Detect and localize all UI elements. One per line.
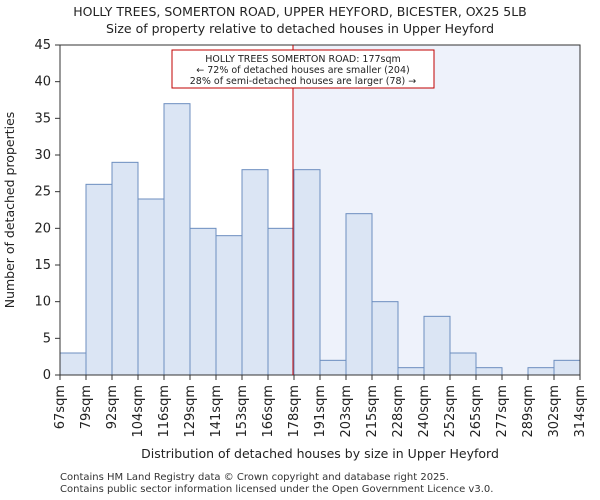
annotation-line-2: ← 72% of detached houses are smaller (20… — [196, 65, 409, 76]
x-tick-label-203sqm: 203sqm — [339, 385, 354, 438]
annotation-box — [171, 49, 435, 89]
y-tick-label-0: 0 — [43, 368, 51, 383]
x-tick-label-129sqm: 129sqm — [183, 385, 198, 438]
bar-252sqm — [449, 352, 477, 376]
x-tick-label-289sqm: 289sqm — [521, 385, 536, 438]
y-tick-label-40: 40 — [34, 75, 51, 90]
bar-116sqm — [163, 103, 191, 376]
x-tick-label-67sqm: 67sqm — [53, 385, 68, 429]
bar-92sqm — [111, 161, 139, 376]
y-tick-label-10: 10 — [34, 295, 51, 310]
x-axis-label: Distribution of detached houses by size … — [141, 446, 499, 461]
bar-265sqm — [475, 367, 503, 376]
y-tick-label-20: 20 — [34, 221, 51, 236]
x-tick-label-252sqm: 252sqm — [443, 385, 458, 438]
x-tick-label-79sqm: 79sqm — [79, 385, 94, 429]
bar-153sqm — [241, 169, 269, 376]
bar-240sqm — [423, 315, 451, 376]
y-tick-label-25: 25 — [34, 185, 51, 200]
bar-178sqm — [293, 169, 321, 376]
x-tick-label-166sqm: 166sqm — [261, 385, 276, 438]
x-tick-label-178sqm: 178sqm — [287, 385, 302, 438]
y-tick-label-5: 5 — [43, 331, 51, 346]
y-tick-label-45: 45 — [34, 38, 51, 53]
x-tick-label-141sqm: 141sqm — [209, 385, 224, 438]
bar-129sqm — [189, 227, 217, 376]
y-tick-label-15: 15 — [34, 258, 51, 273]
bar-141sqm — [215, 235, 243, 376]
y-tick-label-30: 30 — [34, 148, 51, 163]
bar-289sqm — [527, 367, 555, 376]
chart-title: HOLLY TREES, SOMERTON ROAD, UPPER HEYFOR… — [73, 4, 527, 19]
x-tick-label-92sqm: 92sqm — [105, 385, 120, 429]
annotation-line-3: 28% of semi-detached houses are larger (… — [190, 76, 417, 87]
bar-67sqm — [59, 352, 87, 376]
y-axis-label: Number of detached properties — [2, 112, 17, 309]
footer-line-2: Contains public sector information licen… — [60, 484, 494, 495]
bar-215sqm — [371, 301, 399, 376]
x-tick-label-104sqm: 104sqm — [131, 385, 146, 438]
bar-302sqm — [553, 359, 581, 376]
bar-79sqm — [85, 183, 113, 376]
footer-line-1: Contains HM Land Registry data © Crown c… — [60, 472, 449, 483]
bar-203sqm — [345, 213, 373, 376]
x-tick-label-240sqm: 240sqm — [417, 385, 432, 438]
bar-191sqm — [319, 359, 347, 376]
x-tick-label-228sqm: 228sqm — [391, 385, 406, 438]
y-tick-label-35: 35 — [34, 111, 51, 126]
x-tick-label-215sqm: 215sqm — [365, 385, 380, 438]
x-tick-label-265sqm: 265sqm — [469, 385, 484, 438]
x-tick-label-116sqm: 116sqm — [157, 385, 172, 438]
chart-subtitle: Size of property relative to detached ho… — [105, 21, 495, 36]
annotation-line-1: HOLLY TREES SOMERTON ROAD: 177sqm — [205, 54, 401, 65]
bar-228sqm — [397, 367, 425, 376]
x-tick-label-302sqm: 302sqm — [547, 385, 562, 438]
x-tick-label-277sqm: 277sqm — [495, 385, 510, 438]
x-tick-label-314sqm: 314sqm — [573, 385, 588, 438]
bar-104sqm — [137, 198, 165, 376]
x-tick-label-153sqm: 153sqm — [235, 385, 250, 438]
x-tick-label-191sqm: 191sqm — [313, 385, 328, 438]
bar-166sqm — [267, 227, 295, 376]
